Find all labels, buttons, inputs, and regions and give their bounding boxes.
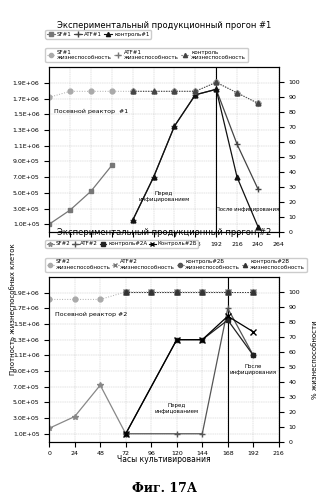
Text: % жизнеспособности: % жизнеспособности	[312, 320, 318, 399]
Text: Перед
инфицованием: Перед инфицованием	[155, 403, 199, 414]
Text: Фиг. 17А: Фиг. 17А	[132, 482, 196, 495]
Title: Экспериментальный продукционный прогон #2: Экспериментальный продукционный прогон #…	[57, 228, 271, 238]
Text: Посевной реактор  #1: Посевной реактор #1	[53, 109, 128, 114]
Text: После инфицирования: После инфицирования	[216, 208, 279, 213]
Text: Посевной реактор #2: Посевной реактор #2	[54, 312, 127, 317]
Legend: SF#2
жизнеспособность, ATF#2
жизнеспособность, контроль#2Б
жизнеспособность, кон: SF#2 жизнеспособность, ATF#2 жизнеспособ…	[45, 257, 307, 271]
Text: Часы культивирования: Часы культивирования	[117, 455, 211, 464]
Title: Экспериментальный продукционный прогон #1: Экспериментальный продукционный прогон #…	[57, 21, 271, 30]
Legend: SF#1
жизнеспособность, ATF#1
жизнеспособность, контроль
жизнеспособность: SF#1 жизнеспособность, ATF#1 жизнеспособ…	[45, 48, 248, 62]
Text: Перед
инфицированием: Перед инфицированием	[138, 192, 190, 202]
Text: Плотность жизнеспособных клеток: Плотность жизнеспособных клеток	[10, 244, 16, 375]
Text: После
инфицирования: После инфицирования	[230, 364, 277, 375]
